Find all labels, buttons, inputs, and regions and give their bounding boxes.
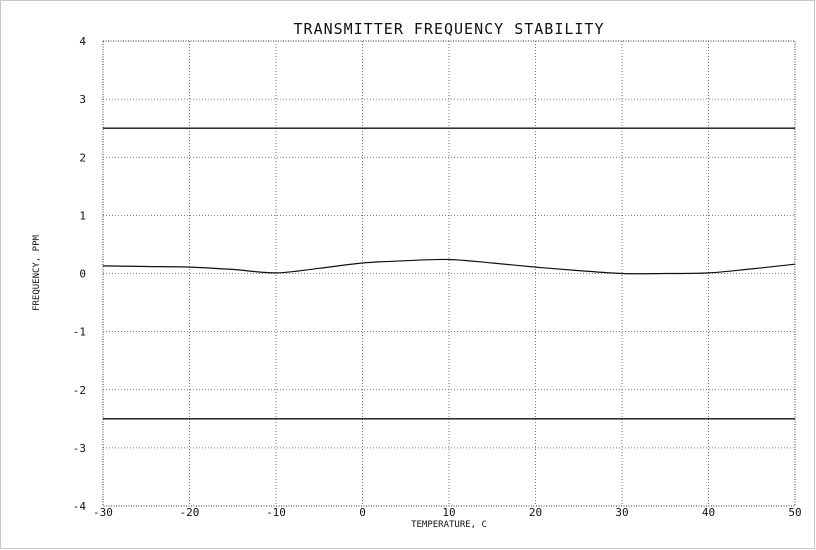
x-tick-label: 30 — [615, 506, 628, 519]
y-tick-label: 4 — [79, 35, 86, 48]
y-tick-label: -3 — [73, 442, 86, 455]
x-tick-label: -30 — [93, 506, 113, 519]
series-line-0 — [102, 258, 796, 275]
x-tick-label: 0 — [359, 506, 366, 519]
y-tick-label: 3 — [79, 93, 86, 106]
y-tick-label: 0 — [79, 268, 86, 281]
x-tick-label: 20 — [529, 506, 542, 519]
x-tick-label: 10 — [442, 506, 455, 519]
x-axis-label: TEMPERATURE, C — [411, 520, 487, 530]
x-tick-label: -10 — [266, 506, 286, 519]
y-axis-label: FREQUENCY, PPM — [32, 234, 42, 310]
x-tick-label: -20 — [180, 506, 200, 519]
x-tick-label: 40 — [702, 506, 715, 519]
x-tick-label: 50 — [788, 506, 801, 519]
y-tick-label: 2 — [79, 151, 86, 164]
chart-title: TRANSMITTER FREQUENCY STABILITY — [294, 20, 605, 38]
y-tick-label: -2 — [73, 384, 86, 397]
y-tick-label: -1 — [73, 326, 86, 339]
grid — [102, 40, 796, 507]
y-tick-label: 1 — [79, 209, 86, 222]
series-layer — [102, 127, 796, 420]
y-tick-label: -4 — [73, 500, 87, 513]
